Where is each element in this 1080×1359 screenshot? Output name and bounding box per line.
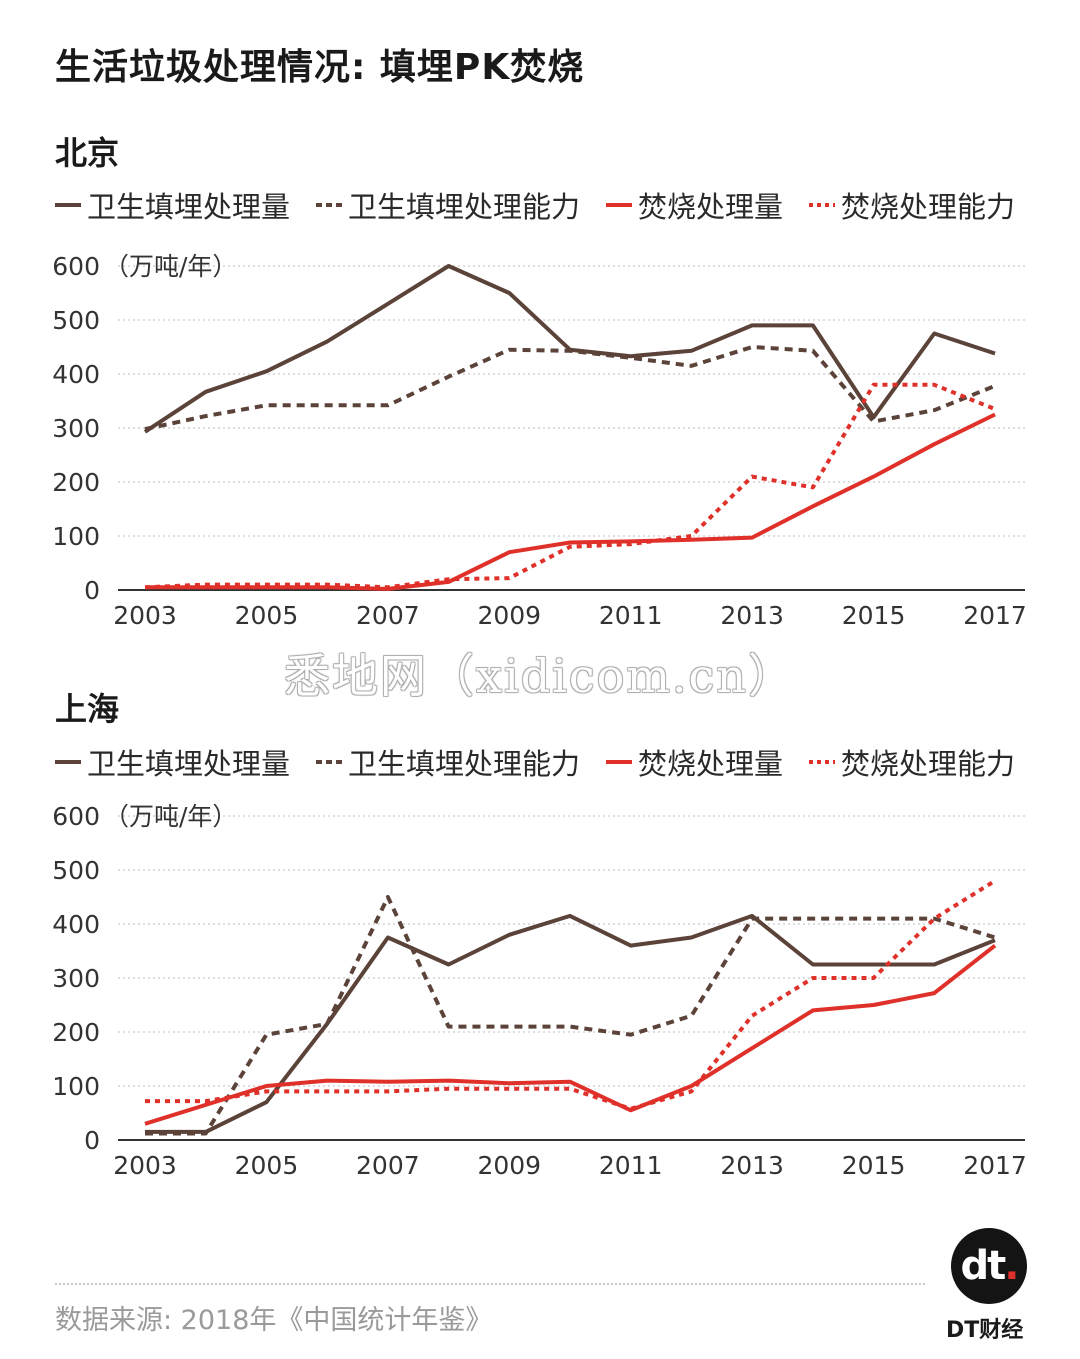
x-tick-label: 2015 [842,1151,906,1180]
legend-label: 焚烧处理能力 [841,747,1016,781]
dt-logo: dt. [951,1228,1027,1304]
legend-item-incineration-volume: 焚烧处理量 [606,184,783,226]
shanghai-legend: 卫生填埋处理量 卫生填埋处理能力 焚烧处理量 焚烧处理能力 [55,742,1015,782]
logo-dot: . [1004,1243,1019,1289]
x-tick-label: 2011 [599,601,663,630]
legend-swatch-landfill-volume [55,203,81,207]
legend-label: 焚烧处理能力 [841,190,1016,224]
legend-label: 卫生填埋处理量 [87,190,291,224]
page-title: 生活垃圾处理情况: 填埋PK焚烧 [55,47,585,88]
y-tick-label: 200 [52,468,100,497]
beijing-section-title: 北京 [55,134,120,172]
x-tick-label: 2015 [842,601,906,630]
y-tick-label: 600 [52,252,100,281]
watermark-text: 悉地网（xidicom.cn） [284,649,796,703]
y-tick-label: 200 [52,1018,100,1047]
x-tick-label: 2017 [963,1151,1027,1180]
y-tick-label: 600 [52,802,100,831]
beijing-line-chart: 0 100 200 300 400 500 600 （万吨/年） 2003 2005 2007 200… [52,252,1027,630]
series-line-2 [144,944,997,1126]
legend-item-incineration-capacity: 焚烧处理能力 [809,741,1015,783]
x-tick-label: 2009 [477,1151,541,1180]
legend-item-landfill-volume: 卫生填埋处理量 [55,184,290,226]
x-tick-label: 2003 [113,1151,177,1180]
x-tick-label: 2011 [599,1151,663,1180]
logo-text: dt [960,1243,1007,1289]
legend-label: 卫生填埋处理能力 [348,747,581,781]
legend-swatch-incineration-capacity [809,203,836,207]
y-tick-label: 500 [52,856,100,885]
y-tick-label: 0 [84,1126,100,1155]
x-tick-label: 2013 [720,601,784,630]
y-tick-label: 0 [84,576,100,605]
x-tick-label: 2009 [477,601,541,630]
legend-label: 焚烧处理量 [638,190,784,224]
legend-swatch-incineration-volume [606,760,633,764]
legend-item-incineration-volume: 焚烧处理量 [606,741,783,783]
x-tick-label: 2013 [720,1151,784,1180]
y-axis-unit-label: （万吨/年） [104,252,237,281]
legend-label: 卫生填埋处理能力 [348,190,581,224]
x-tick-label: 2005 [235,1151,299,1180]
series-line-3 [144,382,996,590]
beijing-legend: 卫生填埋处理量 卫生填埋处理能力 焚烧处理量 焚烧处理能力 [55,185,1015,225]
legend-swatch-incineration-volume [606,203,633,207]
y-tick-label: 300 [52,964,100,993]
y-tick-label: 100 [52,1072,100,1101]
series-line-1 [145,895,996,1136]
shanghai-line-chart: 0 100 200 300 400 500 600 （万吨/年） 2003 2005 2007 200… [52,802,1027,1180]
legend-swatch-landfill-capacity [316,203,343,207]
legend-swatch-landfill-volume [55,760,81,764]
y-tick-label: 400 [52,360,100,389]
legend-swatch-incineration-capacity [809,760,836,764]
x-tick-label: 2007 [356,601,420,630]
y-tick-label: 100 [52,522,100,551]
series-line-2 [145,412,996,591]
series-line-1 [144,345,996,432]
series-line-3 [145,879,997,1111]
data-source: 数据来源: 2018年《中国统计年鉴》 [55,1305,493,1336]
legend-label: 焚烧处理量 [638,747,784,781]
x-tick-label: 2003 [113,601,177,630]
series-line-0 [145,913,996,1134]
x-tick-label: 2017 [963,601,1027,630]
legend-item-incineration-capacity: 焚烧处理能力 [809,184,1015,226]
legend-item-landfill-capacity: 卫生填埋处理能力 [316,184,580,226]
legend-item-landfill-volume: 卫生填埋处理量 [55,741,290,783]
y-tick-label: 400 [52,910,100,939]
brand-name: DT财经 [946,1318,1024,1343]
y-tick-label: 500 [52,306,100,335]
shanghai-section-title: 上海 [55,690,120,728]
legend-item-landfill-capacity: 卫生填埋处理能力 [316,741,580,783]
legend-swatch-landfill-capacity [316,760,343,764]
y-tick-label: 300 [52,414,100,443]
footer-divider [55,1283,925,1285]
legend-label: 卫生填埋处理量 [87,747,291,781]
x-tick-label: 2005 [235,601,299,630]
y-axis-unit-label: （万吨/年） [104,802,237,831]
x-tick-label: 2007 [356,1151,420,1180]
